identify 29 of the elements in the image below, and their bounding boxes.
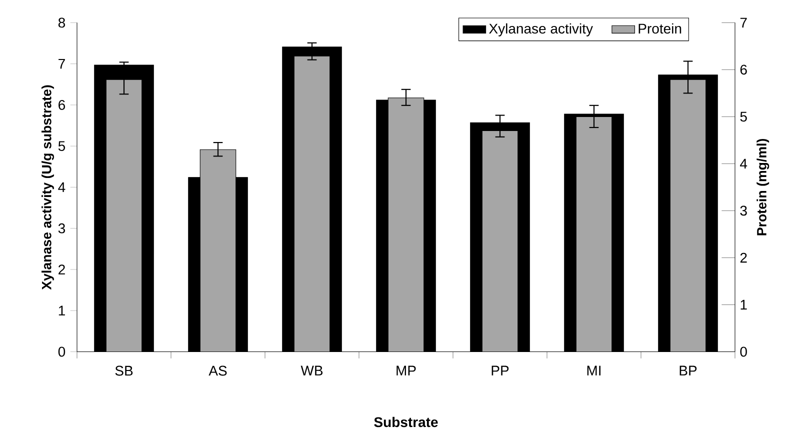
legend-label: Xylanase activity [489, 23, 593, 36]
x-tick-label: WB [300, 366, 323, 376]
y-tick-label: 7 [58, 59, 65, 69]
y-tick-label: 5 [58, 141, 66, 151]
y-tick-label: 2 [58, 264, 65, 274]
y2-tick-label: 6 [740, 64, 747, 75]
x-tick-label: MP [396, 366, 416, 376]
legend-label: Protein [638, 23, 682, 34]
y-tick-label: 3 [58, 223, 66, 234]
y2-tick-label: 1 [740, 300, 747, 310]
y2-tick-label: 4 [740, 158, 748, 169]
x-tick-label: SB [115, 366, 133, 376]
y2-tick-label: 0 [740, 346, 747, 357]
y2-tick-label: 5 [740, 112, 747, 122]
y-tick-label: 4 [58, 182, 66, 192]
x-tick-label: AS [208, 366, 227, 376]
y-tick-label: 6 [58, 100, 66, 110]
y2-tick-label: 2 [740, 252, 747, 263]
y2-tick-label: 7 [740, 18, 747, 28]
y-tick-label: 8 [58, 18, 66, 28]
y2-tick-label: 3 [740, 206, 747, 216]
x-tick-label: PP [492, 366, 509, 376]
y-tick-label: 0 [58, 346, 66, 357]
x-tick-label: MI [587, 366, 600, 376]
x-tick-label: BP [680, 366, 697, 376]
y-tick-label: 1 [58, 306, 65, 316]
x-axis-title: Substrate [374, 416, 438, 428]
y-axis-title: Xylanase activity (U/g substrate) [42, 85, 54, 290]
y2-axis-title: Protein (mg/ml) [756, 138, 770, 236]
